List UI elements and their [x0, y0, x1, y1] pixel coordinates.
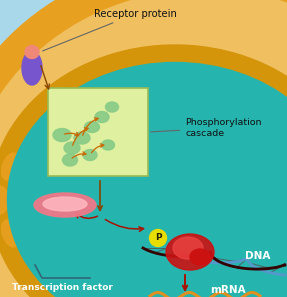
Ellipse shape [7, 62, 287, 297]
Ellipse shape [131, 95, 158, 112]
Ellipse shape [250, 105, 275, 125]
Ellipse shape [84, 121, 100, 132]
Ellipse shape [166, 234, 214, 270]
Ellipse shape [102, 140, 115, 150]
Text: Phosphorylation
cascade: Phosphorylation cascade [151, 118, 261, 138]
Text: DNA: DNA [245, 251, 270, 261]
Ellipse shape [150, 230, 166, 247]
Ellipse shape [22, 51, 42, 85]
Ellipse shape [190, 249, 210, 265]
Text: mRNA: mRNA [210, 285, 246, 295]
Ellipse shape [34, 193, 96, 217]
Ellipse shape [63, 154, 77, 166]
Text: Transcription factor: Transcription factor [12, 284, 113, 293]
Ellipse shape [2, 220, 20, 247]
Ellipse shape [191, 95, 219, 112]
Ellipse shape [95, 111, 109, 122]
Ellipse shape [25, 45, 39, 59]
Ellipse shape [0, 186, 8, 214]
Ellipse shape [74, 132, 90, 144]
Ellipse shape [106, 102, 119, 112]
Text: P: P [155, 233, 161, 242]
Ellipse shape [2, 153, 20, 180]
Ellipse shape [64, 142, 80, 154]
Text: Receptor protein: Receptor protein [42, 9, 177, 51]
Ellipse shape [30, 125, 52, 149]
Ellipse shape [75, 105, 100, 125]
Ellipse shape [0, 45, 287, 297]
Ellipse shape [173, 237, 203, 259]
Ellipse shape [53, 129, 71, 141]
Ellipse shape [83, 149, 97, 160]
FancyBboxPatch shape [48, 88, 148, 176]
Ellipse shape [43, 197, 87, 211]
